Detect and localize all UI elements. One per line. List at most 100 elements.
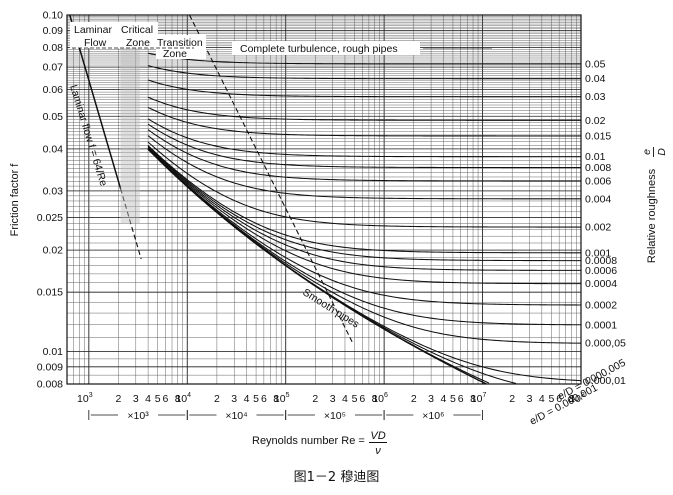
x-tick-exponent: 6 xyxy=(384,392,388,399)
x-minor-tick-label: 6 xyxy=(458,393,464,405)
roughness-label: 0.03 xyxy=(585,91,606,103)
roughness-label: 0.04 xyxy=(585,73,606,85)
y-tick-label: 0.09 xyxy=(43,25,64,37)
transition-zone-label-line1: Transition xyxy=(157,37,203,49)
critical-zone-label-line2: Zone xyxy=(126,37,150,49)
roughness-label: 0.008 xyxy=(585,162,611,174)
roughness-label: 0.004 xyxy=(585,193,611,205)
y-tick-label: 0.04 xyxy=(43,143,64,155)
x-minor-tick-label: 5 xyxy=(548,393,554,405)
roughness-curve xyxy=(147,146,582,271)
roughness-label: 0.0004 xyxy=(585,278,617,290)
x-minor-tick-label: 3 xyxy=(133,393,139,405)
x-minor-tick-label: 8 xyxy=(273,393,279,405)
x-minor-tick-label: 5 xyxy=(450,393,456,405)
roughness-label: 0.006 xyxy=(585,175,611,187)
x-minor-tick-label: 3 xyxy=(428,393,434,405)
laminar-zone-label-bg xyxy=(70,22,122,48)
roughness-label: 0.000,05 xyxy=(585,338,626,350)
complete-turbulence-label-bg xyxy=(232,41,420,55)
smooth-pipe-curve xyxy=(147,148,487,385)
x-minor-tick-label: 2 xyxy=(411,393,417,405)
y-tick-label: 0.10 xyxy=(43,10,64,22)
laminar-line-extension xyxy=(120,188,142,260)
y-tick-label: 0.08 xyxy=(43,42,64,54)
x-minor-tick-label: 2 xyxy=(312,393,318,405)
roughness-label: 0.015 xyxy=(585,130,611,142)
roughness-label: 0.01 xyxy=(585,151,606,163)
complete-turbulence-label: Complete turbulence, rough pipes xyxy=(240,43,398,55)
roughness-label: 0.001 xyxy=(585,247,611,259)
x-minor-tick-label: 4 xyxy=(145,393,151,405)
x-minor-tick-label: 2 xyxy=(116,393,122,405)
y-tick-label: 0.07 xyxy=(43,62,64,74)
roughness-label: 0.0006 xyxy=(585,265,617,277)
x-tick-exponent: 8 xyxy=(581,392,585,399)
roughness-curve xyxy=(147,79,581,98)
critical-zone-label-line1: Critical xyxy=(121,24,153,36)
y-tick-label: 0.008 xyxy=(37,379,63,391)
right-axis-label-text: Relative roughness xyxy=(646,168,658,263)
x-minor-tick-label: 3 xyxy=(231,393,237,405)
y-tick-label: 0.025 xyxy=(37,212,63,224)
critical-zone-label-bg xyxy=(120,22,158,48)
x-tick-exponent: 5 xyxy=(286,392,290,399)
x-minor-tick-label: 3 xyxy=(527,393,533,405)
x-minor-tick-label: 6 xyxy=(261,393,267,405)
roughness-label: 0.02 xyxy=(585,115,606,127)
roughness-curve xyxy=(147,123,581,169)
roughness-curve xyxy=(147,96,581,121)
transition-boundary-line xyxy=(189,14,354,345)
y-tick-label: 0.01 xyxy=(43,346,64,358)
right-axis-label-numerator: e xyxy=(641,149,653,155)
roughness-curve xyxy=(147,141,581,228)
roughness-curve xyxy=(147,145,581,254)
x-minor-tick-label: 5 xyxy=(352,393,358,405)
x-minor-tick-label: 4 xyxy=(440,393,446,405)
roughness-curve xyxy=(147,135,581,200)
figure-caption: 图1－2 穆迪图 xyxy=(293,470,380,485)
x-minor-tick-label: 4 xyxy=(342,393,348,405)
grid xyxy=(66,14,582,385)
x-minor-tick-label: 8 xyxy=(372,393,378,405)
y-tick-label: 0.015 xyxy=(37,287,63,299)
y-tick-label: 0.03 xyxy=(43,185,64,197)
roughness-curve xyxy=(147,148,581,306)
x-axis-label-text: Reynolds number Re = xyxy=(252,435,365,447)
chart-labels: 0.050.040.030.020.0150.010.0080.0060.004… xyxy=(9,10,668,458)
multiplier-label: ×10⁵ xyxy=(324,410,346,422)
laminar-zone-label-line2: Flow xyxy=(84,37,107,49)
roughness-label: 0.05 xyxy=(585,58,606,70)
plot-frame xyxy=(66,14,582,385)
x-axis-label-denominator: ν xyxy=(375,445,381,457)
roughness-curve xyxy=(147,129,581,182)
roughness-label: 0.0002 xyxy=(585,299,617,311)
roughness-curve xyxy=(147,148,517,384)
y-tick-label: 0.06 xyxy=(43,84,64,96)
transition-zone-label-bg xyxy=(156,35,206,59)
x-minor-tick-label: 8 xyxy=(470,393,476,405)
roughness-label: 0.002 xyxy=(585,222,611,234)
x-minor-tick-label: 3 xyxy=(330,393,336,405)
roughness-curves xyxy=(147,52,582,385)
x-minor-tick-label: 4 xyxy=(539,393,545,405)
x-minor-tick-label: 8 xyxy=(569,393,575,405)
y-tick-label: 0.009 xyxy=(37,361,63,373)
roughness-curve xyxy=(147,65,581,80)
x-axis-label-numerator: VD xyxy=(370,430,385,442)
roughness-curve xyxy=(147,148,490,384)
multiplier-label: ×10⁴ xyxy=(225,410,247,422)
x-tick-exponent: 7 xyxy=(482,392,486,399)
x-minor-tick-label: 8 xyxy=(175,393,181,405)
x-minor-tick-label: 6 xyxy=(163,393,169,405)
x-minor-tick-label: 6 xyxy=(359,393,365,405)
roughness-curve xyxy=(147,106,581,137)
multiplier-label: ×10³ xyxy=(127,410,149,422)
x-minor-tick-label: 2 xyxy=(214,393,220,405)
right-axis-label-denominator: D xyxy=(656,148,668,156)
critical-zone-band xyxy=(120,38,140,224)
x-tick-exponent: 3 xyxy=(89,392,93,399)
transition-zone-label-line2: Zone xyxy=(163,48,187,60)
x-minor-tick-label: 2 xyxy=(509,393,515,405)
